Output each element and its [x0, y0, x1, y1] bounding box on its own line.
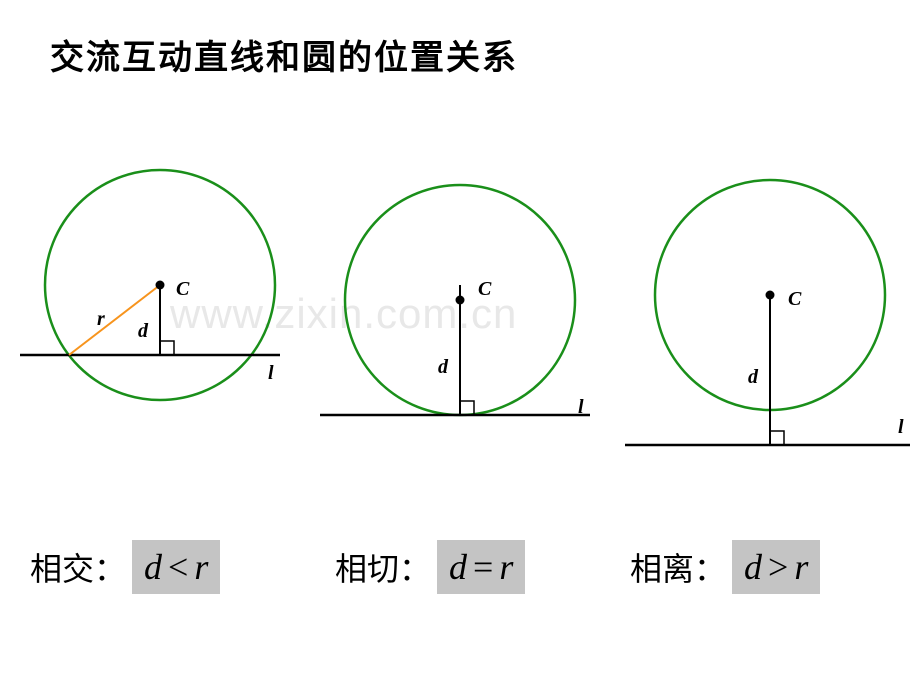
- center-label: C: [788, 288, 802, 310]
- center-label: C: [478, 278, 492, 300]
- relation-item: 相离：d>r: [630, 540, 820, 594]
- perpendicular-mark: [160, 341, 174, 355]
- perpendicular-mark: [770, 431, 784, 445]
- line-label: l: [578, 396, 584, 418]
- center-dot: [766, 291, 775, 300]
- d-label: d: [138, 320, 149, 342]
- diagram-tangent: Cd l: [320, 185, 590, 418]
- line-label: l: [898, 416, 904, 438]
- relation-label: 相离：: [630, 544, 726, 590]
- relation-label: 相切：: [335, 544, 431, 590]
- diagrams-panel: Cd r l Cd l Cd l: [0, 155, 920, 465]
- center-dot: [456, 296, 465, 305]
- relation-item: 相切：d=r: [335, 540, 525, 594]
- line-label: l: [268, 362, 274, 384]
- relations-row: 相交：d<r 相切：d=r 相离：d>r: [0, 540, 920, 610]
- relation-formula: d>r: [732, 540, 820, 594]
- page-title: 交流互动直线和圆的位置关系: [50, 30, 518, 79]
- relation-formula: d=r: [437, 540, 525, 594]
- perpendicular-mark: [460, 401, 474, 415]
- diagram-intersect: Cd r l: [20, 170, 280, 400]
- relation-item: 相交：d<r: [30, 540, 220, 594]
- r-label: r: [97, 308, 105, 330]
- relation-formula: d<r: [132, 540, 220, 594]
- d-label: d: [438, 356, 449, 378]
- d-label: d: [748, 366, 759, 388]
- diagram-separate: Cd l: [625, 180, 910, 445]
- center-dot: [156, 281, 165, 290]
- center-label: C: [176, 278, 190, 300]
- relation-label: 相交：: [30, 544, 126, 590]
